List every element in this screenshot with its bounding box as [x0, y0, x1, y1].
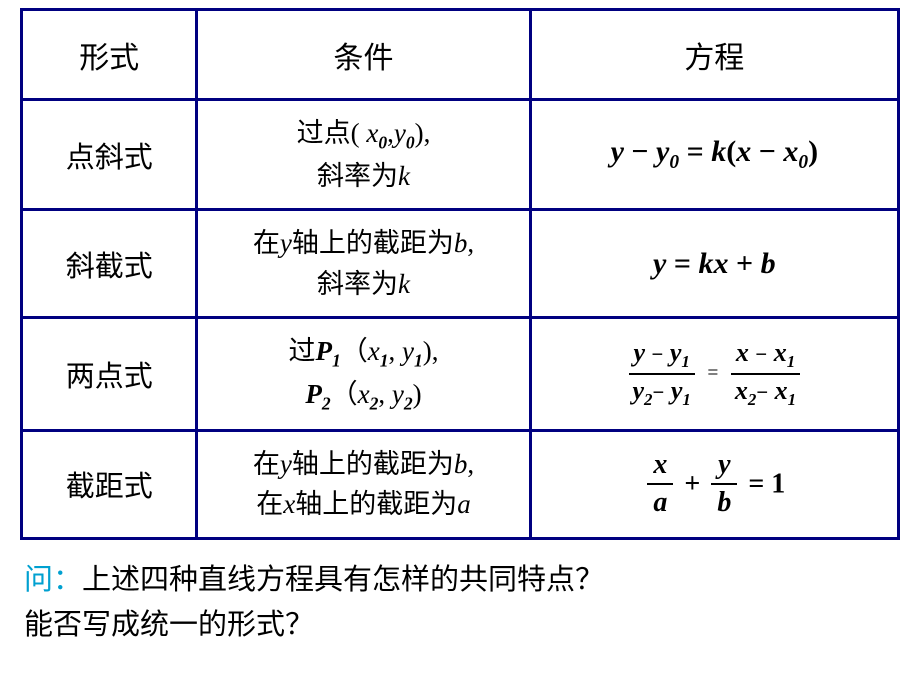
- form-name-slope-intercept: 斜截式: [22, 210, 197, 318]
- table-row: 两点式 过P1（x1, y1), P2（x2, y2) y − y1 y2− y…: [22, 318, 899, 430]
- question-block: 问：上述四种直线方程具有怎样的共同特点？ 能否写成统一的形式？: [20, 558, 900, 648]
- equation-intercept: x a + y b = 1: [530, 430, 898, 538]
- form-name-point-slope: 点斜式: [22, 100, 197, 210]
- condition-slope-intercept: 在y轴上的截距为b, 斜率为k: [197, 210, 530, 318]
- table-row: 斜截式 在y轴上的截距为b, 斜率为k y = kx + b: [22, 210, 899, 318]
- form-name-two-point: 两点式: [22, 318, 197, 430]
- question-line1: 上述四种直线方程具有怎样的共同特点？: [82, 564, 604, 596]
- header-form: 形式: [22, 10, 197, 100]
- condition-intercept: 在y轴上的截距为b, 在x轴上的截距为a: [197, 430, 530, 538]
- question-label: 问：: [24, 564, 82, 596]
- condition-point-slope: 过点( x0,y0), 斜率为k: [197, 100, 530, 210]
- header-equation: 方程: [530, 10, 898, 100]
- condition-two-point: 过P1（x1, y1), P2（x2, y2): [197, 318, 530, 430]
- table-header-row: 形式 条件 方程: [22, 10, 899, 100]
- table-row: 截距式 在y轴上的截距为b, 在x轴上的截距为a x a + y b = 1: [22, 430, 899, 538]
- question-line2: 能否写成统一的形式？: [24, 609, 314, 641]
- header-condition: 条件: [197, 10, 530, 100]
- equation-two-point: y − y1 y2− y1 = x − x1 x2− x1: [530, 318, 898, 430]
- equation-slope-intercept: y = kx + b: [530, 210, 898, 318]
- table-row: 点斜式 过点( x0,y0), 斜率为k y − y0 = k(x − x0): [22, 100, 899, 210]
- form-name-intercept: 截距式: [22, 430, 197, 538]
- line-equation-forms-table: 形式 条件 方程 点斜式 过点( x0,y0), 斜率为k y − y0 = k…: [20, 8, 900, 540]
- equation-point-slope: y − y0 = k(x − x0): [530, 100, 898, 210]
